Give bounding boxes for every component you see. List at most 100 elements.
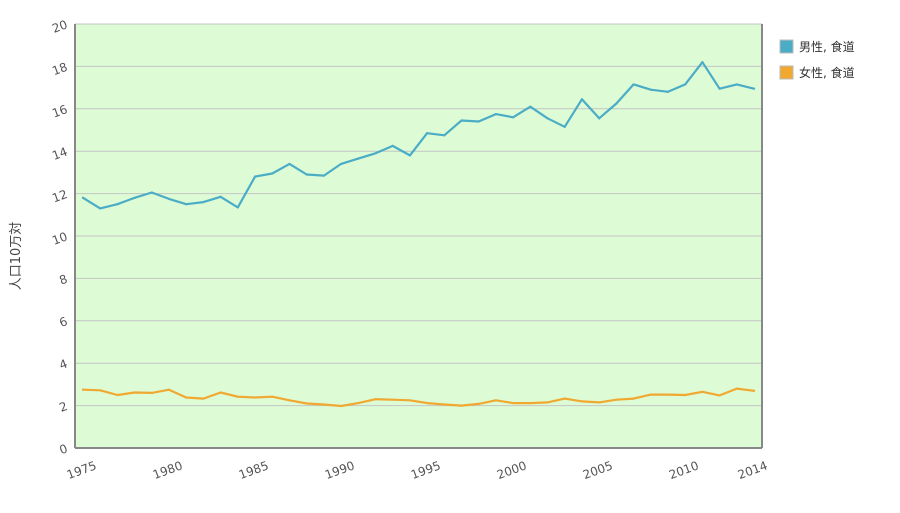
data-point xyxy=(288,399,291,402)
data-point xyxy=(271,172,274,175)
data-point xyxy=(150,391,153,394)
data-point xyxy=(305,173,308,176)
data-point xyxy=(684,393,687,397)
data-point xyxy=(546,117,549,120)
data-point xyxy=(305,402,308,405)
data-point xyxy=(408,154,411,157)
data-point xyxy=(443,403,446,406)
data-point xyxy=(339,404,343,408)
y-tick-label: 18 xyxy=(50,60,69,78)
y-axis-title: 人口10万対 xyxy=(9,222,24,291)
y-tick-label: 14 xyxy=(50,145,69,163)
data-point xyxy=(133,196,136,199)
data-point xyxy=(339,162,343,166)
data-point xyxy=(391,398,394,401)
data-point xyxy=(443,134,446,137)
y-tick-label: 12 xyxy=(50,187,69,205)
data-point xyxy=(219,195,222,198)
data-point xyxy=(598,117,601,120)
series-line xyxy=(81,61,756,210)
data-point xyxy=(185,396,188,399)
data-point xyxy=(512,116,515,119)
data-point xyxy=(666,90,670,93)
data-point xyxy=(649,88,652,91)
data-point xyxy=(253,396,257,399)
data-point xyxy=(426,132,429,135)
data-point xyxy=(236,206,239,209)
data-point xyxy=(615,398,618,401)
data-point xyxy=(632,397,635,400)
y-tick-label: 2 xyxy=(57,399,69,415)
data-point xyxy=(322,403,325,406)
data-point xyxy=(718,394,721,397)
data-point xyxy=(477,120,480,123)
legend-swatch xyxy=(779,65,794,80)
data-point xyxy=(494,113,498,116)
series-1 xyxy=(81,61,756,210)
data-point xyxy=(253,175,257,178)
data-point xyxy=(391,144,394,147)
data-point xyxy=(632,83,635,86)
data-point xyxy=(99,389,102,392)
x-tick-label: 1990 xyxy=(323,458,356,482)
data-point xyxy=(580,400,584,403)
y-tick-label: 10 xyxy=(50,229,69,247)
data-point xyxy=(99,207,102,210)
data-point xyxy=(374,398,377,401)
data-point xyxy=(271,395,274,398)
data-point xyxy=(150,191,153,194)
data-point xyxy=(701,390,704,393)
y-tick-label: 0 xyxy=(57,441,69,457)
data-point xyxy=(580,98,584,101)
x-tick-label: 1975 xyxy=(65,458,98,482)
axes xyxy=(74,24,763,449)
data-point xyxy=(357,157,360,160)
data-point xyxy=(322,174,325,177)
series-2 xyxy=(81,387,756,408)
data-point xyxy=(718,87,721,90)
data-point xyxy=(116,393,119,397)
y-tick-label: 16 xyxy=(50,102,69,120)
y-tick-label: 20 xyxy=(50,17,69,35)
series-lines xyxy=(81,61,756,408)
data-point xyxy=(529,401,532,405)
data-point xyxy=(494,399,498,402)
y-tick-label: 6 xyxy=(57,314,69,330)
data-point xyxy=(563,397,566,400)
data-point xyxy=(116,203,119,206)
series-line xyxy=(81,387,756,408)
data-point xyxy=(477,402,480,406)
data-point xyxy=(735,83,738,86)
x-tick-label: 1980 xyxy=(151,458,184,482)
data-point xyxy=(666,393,670,396)
data-point xyxy=(81,388,85,391)
data-point xyxy=(288,162,291,166)
x-tick-label: 1995 xyxy=(409,458,442,482)
y-tick-labels: 0 2 4 6 8 10 12 14 16 18 20 xyxy=(50,17,69,457)
data-point xyxy=(426,401,429,405)
legend-label: 女性, 食道 xyxy=(799,65,855,80)
data-point xyxy=(167,388,171,391)
x-tick-labels: 1975 1980 1985 1990 1995 2000 2005 2010 2014 xyxy=(65,458,769,482)
legend-swatch xyxy=(779,39,794,54)
data-point xyxy=(615,102,618,105)
gridlines xyxy=(75,23,762,407)
x-tick-label: 2005 xyxy=(581,458,614,482)
data-point xyxy=(202,200,205,204)
data-point xyxy=(357,401,360,405)
x-tick-label: 1985 xyxy=(237,458,270,482)
data-point xyxy=(219,391,222,394)
y-tick-label: 4 xyxy=(57,357,69,373)
y-tick-label: 8 xyxy=(57,272,69,288)
data-point xyxy=(546,401,549,404)
x-tick-label: 2010 xyxy=(667,458,700,482)
data-point xyxy=(408,399,411,402)
data-point xyxy=(460,404,463,407)
data-point xyxy=(236,395,239,398)
data-point xyxy=(735,387,738,390)
data-point xyxy=(649,393,652,396)
data-point xyxy=(81,196,85,199)
data-point xyxy=(529,105,532,108)
